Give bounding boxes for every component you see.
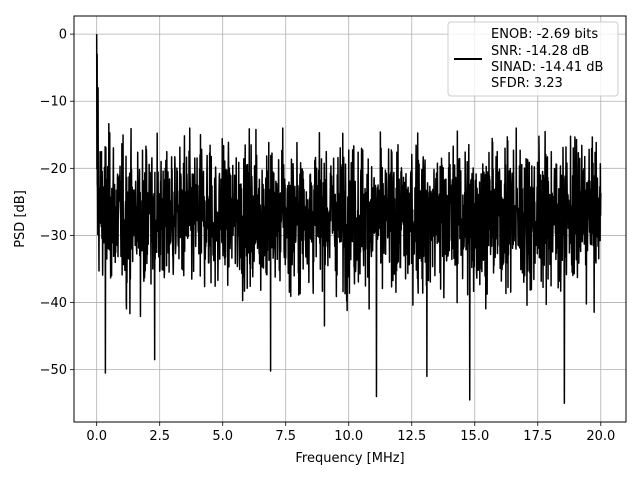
psd-series-line xyxy=(95,34,602,404)
x-tick-label: 5.0 xyxy=(212,429,233,444)
y-tick-label: −20 xyxy=(40,162,67,177)
x-tick-label: 0.0 xyxy=(86,429,107,444)
y-tick-label: −50 xyxy=(40,363,67,378)
y-tick-label: −30 xyxy=(40,229,67,244)
x-axis-label: Frequency [MHz] xyxy=(295,451,404,466)
ticks: 0.0 2.5 5.0 7.5 10.0 12.5 15.0 17.5 20.0 0 −10 −20 −… xyxy=(40,28,616,444)
legend-sinad: SINAD: -14.41 dB xyxy=(491,60,603,75)
y-tick-label: −10 xyxy=(40,95,67,110)
y-tick-label: 0 xyxy=(59,28,67,43)
x-tick-label: 15.0 xyxy=(460,429,489,444)
y-tick-label: −40 xyxy=(40,296,67,311)
x-tick-label: 7.5 xyxy=(275,429,296,444)
plot-area xyxy=(95,34,602,404)
legend: ENOB: -2.69 bits SNR: -14.28 dB SINAD: -… xyxy=(447,21,619,97)
x-tick-label: 17.5 xyxy=(523,429,552,444)
x-tick-label: 12.5 xyxy=(397,429,426,444)
legend-box xyxy=(447,21,619,97)
x-tick-label: 2.5 xyxy=(149,429,170,444)
legend-snr: SNR: -14.28 dB xyxy=(491,44,589,59)
x-tick-label: 20.0 xyxy=(586,429,615,444)
y-axis-label: PSD [dB] xyxy=(13,190,28,248)
plot-frame xyxy=(73,15,627,423)
legend-sfdr: SFDR: 3.23 xyxy=(491,76,563,91)
legend-enob: ENOB: -2.69 bits xyxy=(491,27,598,42)
x-tick-label: 10.0 xyxy=(334,429,363,444)
